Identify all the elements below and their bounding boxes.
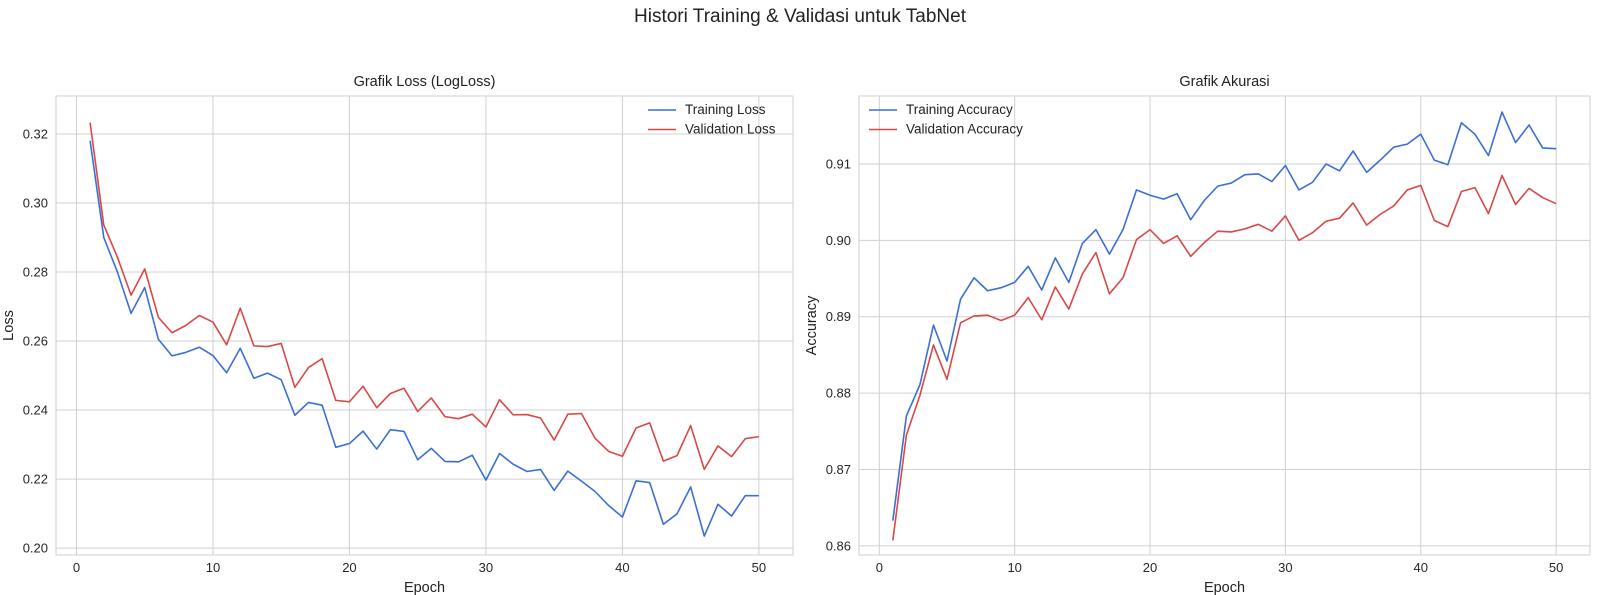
- loss-series-line-validation: [89, 122, 759, 471]
- accuracy-legend-label: Training Accuracy: [906, 102, 1013, 117]
- accuracy-y-tick-label: 0.90: [826, 233, 851, 248]
- accuracy-x-axis-label: Epoch: [1204, 580, 1245, 595]
- accuracy-legend-label: Validation Accuracy: [906, 122, 1023, 137]
- accuracy-x-tick-label: 40: [1414, 560, 1428, 575]
- accuracy-y-tick-label: 0.91: [826, 156, 851, 171]
- accuracy-y-tick-label: 0.86: [826, 538, 851, 553]
- loss-x-axis-label: Epoch: [404, 580, 445, 595]
- loss-series-line-training: [89, 140, 759, 537]
- loss-y-tick-label: 0.30: [23, 195, 48, 210]
- loss-legend: Training Loss Validation Loss: [648, 102, 776, 137]
- accuracy-axes-frame: [858, 95, 1591, 556]
- loss-y-tick-label: 0.22: [23, 472, 48, 487]
- loss-y-tick-label: 0.28: [23, 265, 48, 280]
- accuracy-y-tick-label: 0.88: [826, 386, 851, 401]
- accuracy-x-tick-label: 50: [1549, 560, 1563, 575]
- loss-y-tick-label: 0.26: [23, 334, 48, 349]
- loss-axes-frame: [55, 95, 794, 556]
- accuracy-x-tick-label: 10: [1007, 560, 1021, 575]
- loss-x-tick-label: 40: [615, 560, 629, 575]
- loss-x-tick-label: 0: [73, 560, 80, 575]
- accuracy-series-line-training: [892, 111, 1557, 521]
- accuracy-legend: Training Accuracy Validation Accuracy: [869, 102, 1023, 137]
- accuracy-y-tick-label: 0.87: [826, 462, 851, 477]
- loss-x-tick-label: 30: [479, 560, 493, 575]
- accuracy-x-tick-label: 0: [876, 560, 883, 575]
- accuracy-y-tick-label: 0.89: [826, 309, 851, 324]
- loss-x-tick-label: 50: [752, 560, 766, 575]
- loss-y-tick-label: 0.32: [23, 126, 48, 141]
- loss-chart-title: Grafik Loss (LogLoss): [354, 74, 496, 90]
- loss-y-tick-label: 0.24: [23, 403, 48, 418]
- accuracy-x-tick-label: 30: [1278, 560, 1292, 575]
- loss-legend-label: Validation Loss: [685, 122, 776, 137]
- accuracy-x-tick-label: 20: [1143, 560, 1157, 575]
- figure-suptitle: Histori Training & Validasi untuk TabNet: [634, 6, 967, 27]
- loss-chart-panel: 0 10 20 30 40 50 0.20 0.22 0.24 0.26 0.28 0.30 0.32 G…: [1, 74, 794, 595]
- loss-x-tick-label: 10: [206, 560, 220, 575]
- accuracy-chart-title: Grafik Akurasi: [1179, 74, 1269, 90]
- accuracy-series-line-validation: [892, 174, 1557, 541]
- loss-legend-label: Training Loss: [685, 102, 766, 117]
- loss-x-tick-label: 20: [342, 560, 356, 575]
- accuracy-chart-panel: 0 10 20 30 40 50 0.86 0.87 0.88 0.89 0.90 0.91 Grafi…: [804, 74, 1591, 595]
- loss-y-axis-label: Loss: [1, 310, 17, 341]
- loss-y-tick-label: 0.20: [23, 541, 48, 556]
- accuracy-y-axis-label: Accuracy: [804, 295, 820, 355]
